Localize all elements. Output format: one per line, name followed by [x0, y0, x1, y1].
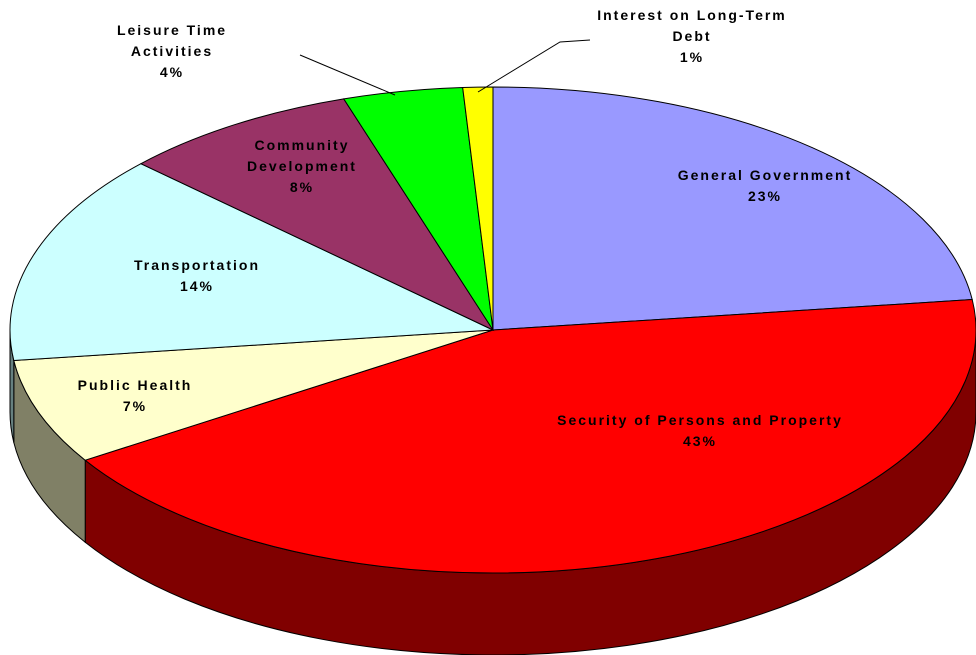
- slice: [84, 299, 976, 574]
- category-name: Security of Persons and Property: [557, 412, 843, 428]
- slice-label: General Government 23%: [615, 165, 915, 207]
- category-name: Community Development: [247, 137, 357, 174]
- slice: [462, 86, 494, 331]
- value-label: 4%: [159, 64, 185, 80]
- category-name: General Government: [677, 167, 853, 183]
- slice-label: Security of Persons and Property 43%: [550, 410, 850, 452]
- slice-label: Leisure Time Activities 4%: [97, 20, 247, 83]
- leader-line: [477, 39, 591, 93]
- category-name: Public Health: [77, 377, 193, 393]
- value-label: 8%: [289, 179, 315, 195]
- slice: [13, 329, 494, 461]
- category-name: Transportation: [133, 257, 260, 273]
- pie-tops: [9, 86, 976, 574]
- value-label: 23%: [747, 188, 783, 204]
- slice-label: Public Health 7%: [35, 375, 235, 417]
- category-name: Leisure Time Activities: [116, 22, 228, 59]
- leader-line: [299, 54, 396, 96]
- slice-label: Community Development 8%: [215, 135, 390, 198]
- slice: [139, 98, 495, 332]
- value-label: 43%: [682, 433, 718, 449]
- value-label: 14%: [179, 278, 215, 294]
- value-label: 1%: [679, 49, 705, 65]
- category-name: Interest on Long-Term Debt: [597, 7, 787, 44]
- value-label: 7%: [122, 398, 148, 414]
- slice: [9, 163, 494, 361]
- slice-label: Transportation 14%: [87, 255, 307, 297]
- slice-label: Interest on Long-Term Debt 1%: [590, 5, 795, 68]
- slice: [492, 86, 973, 331]
